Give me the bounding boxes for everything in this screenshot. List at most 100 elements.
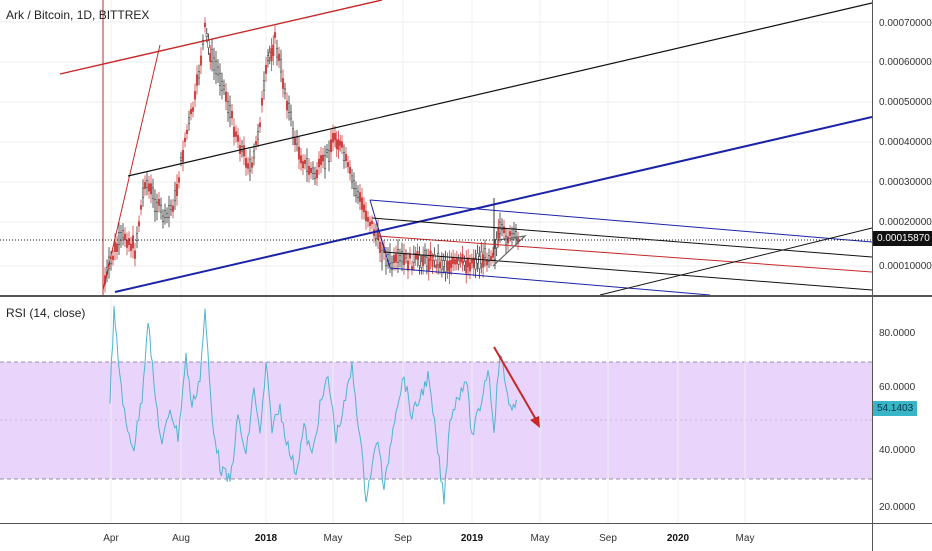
price-candle [364, 210, 368, 222]
price-candle [352, 180, 356, 189]
price-candle [187, 117, 191, 124]
price-candle [258, 122, 262, 128]
price-candle [171, 205, 175, 212]
price-candle [450, 259, 453, 268]
red-arrow-line [493, 346, 539, 424]
price-candle [323, 155, 327, 169]
price-candle [478, 256, 481, 269]
price-candle [433, 254, 436, 261]
price-candle [337, 139, 340, 150]
price-candle [210, 49, 214, 62]
price-candle [431, 260, 434, 268]
price-candle [440, 260, 443, 270]
price-candle [344, 154, 348, 162]
price-candle [252, 150, 256, 159]
price-candle [147, 183, 151, 192]
price-candle [340, 141, 344, 148]
price-candle [183, 137, 187, 142]
price-chart-canvas[interactable] [0, 0, 872, 295]
price-candle [117, 232, 121, 246]
time-axis[interactable]: Apr Aug 2018 May Sep 2019 May Sep 2020 M… [0, 523, 872, 551]
price-candle [131, 235, 135, 249]
price-candle [301, 161, 305, 169]
price-candle [504, 235, 508, 245]
price-candle [396, 249, 400, 263]
price-candle [139, 205, 143, 210]
rsi-pane[interactable]: RSI (14, close) [0, 297, 872, 523]
price-candle [442, 260, 445, 267]
rsi-axis[interactable]: 80.0000 60.0000 40.0000 20.0000 [872, 297, 932, 523]
price-candle [185, 129, 189, 134]
price-candle [378, 241, 382, 253]
blue-trendline [114, 116, 872, 293]
rsi-tick: 20.0000 [879, 502, 916, 513]
price-candle [400, 251, 404, 263]
price-candle [153, 199, 157, 213]
rsi-chart-canvas[interactable] [0, 297, 872, 523]
price-axis[interactable]: 0.00070000 0.00060000 0.00050000 0.00040… [872, 0, 932, 295]
price-candle [157, 198, 161, 206]
price-candle [230, 111, 234, 119]
rsi-title: RSI (14, close) [6, 306, 86, 320]
price-candle [141, 187, 145, 199]
price-candle [502, 226, 506, 234]
price-candle [207, 40, 210, 48]
price-candle [119, 232, 123, 241]
pane-divider[interactable] [0, 295, 932, 297]
price-candle [268, 52, 271, 58]
price-candle [406, 260, 410, 271]
rsi-tick: 80.0000 [879, 328, 916, 339]
price-candle [218, 73, 222, 86]
triangle-pattern [492, 235, 527, 267]
price-tick: 0.00040000 [879, 137, 932, 148]
price-candle [305, 158, 309, 172]
current-price-badge: 0.00015870 [873, 231, 932, 246]
price-candle [125, 239, 129, 248]
price-candle [297, 146, 301, 160]
price-candle [222, 85, 226, 90]
price-candle [402, 253, 406, 266]
price-candle [133, 250, 137, 259]
price-candle [285, 100, 289, 111]
price-candle [327, 149, 331, 162]
price-candle [483, 248, 487, 259]
price-candle [410, 266, 414, 270]
price-candle [193, 91, 197, 100]
channel-median-red [377, 235, 872, 273]
time-label-year: 2018 [254, 533, 278, 544]
price-candle [293, 137, 297, 145]
price-candle [319, 155, 323, 165]
price-tick: 0.00070000 [879, 18, 932, 29]
price-candle [487, 255, 491, 262]
price-candle [246, 163, 250, 169]
price-candle [380, 249, 384, 262]
price-candle [197, 71, 201, 79]
price-candle [234, 131, 238, 137]
price-candle [111, 255, 115, 261]
price-candle [256, 131, 260, 140]
time-label: Sep [599, 533, 617, 544]
axis-corner [872, 523, 932, 551]
price-candle [448, 260, 451, 275]
price-candle [161, 215, 165, 222]
time-label: May [530, 533, 550, 544]
time-label-year: 2019 [460, 533, 484, 544]
price-candle [175, 183, 179, 197]
price-chart-pane[interactable]: Ark / Bitcoin, 1D, BITTREX [0, 0, 872, 295]
price-candle [291, 128, 295, 138]
price-candle [270, 48, 273, 62]
red-arrow-head [530, 416, 540, 428]
red-trendline [59, 0, 383, 75]
price-candle [279, 59, 283, 73]
price-candle [283, 88, 287, 94]
price-candle [311, 167, 315, 174]
price-candle [151, 187, 155, 199]
price-candle [346, 161, 350, 167]
price-candle [199, 55, 203, 66]
price-candle [482, 254, 485, 268]
price-candle [248, 158, 252, 172]
price-candle [390, 262, 394, 270]
price-candle [362, 204, 366, 213]
price-candle [404, 254, 408, 259]
price-candle [214, 60, 218, 75]
